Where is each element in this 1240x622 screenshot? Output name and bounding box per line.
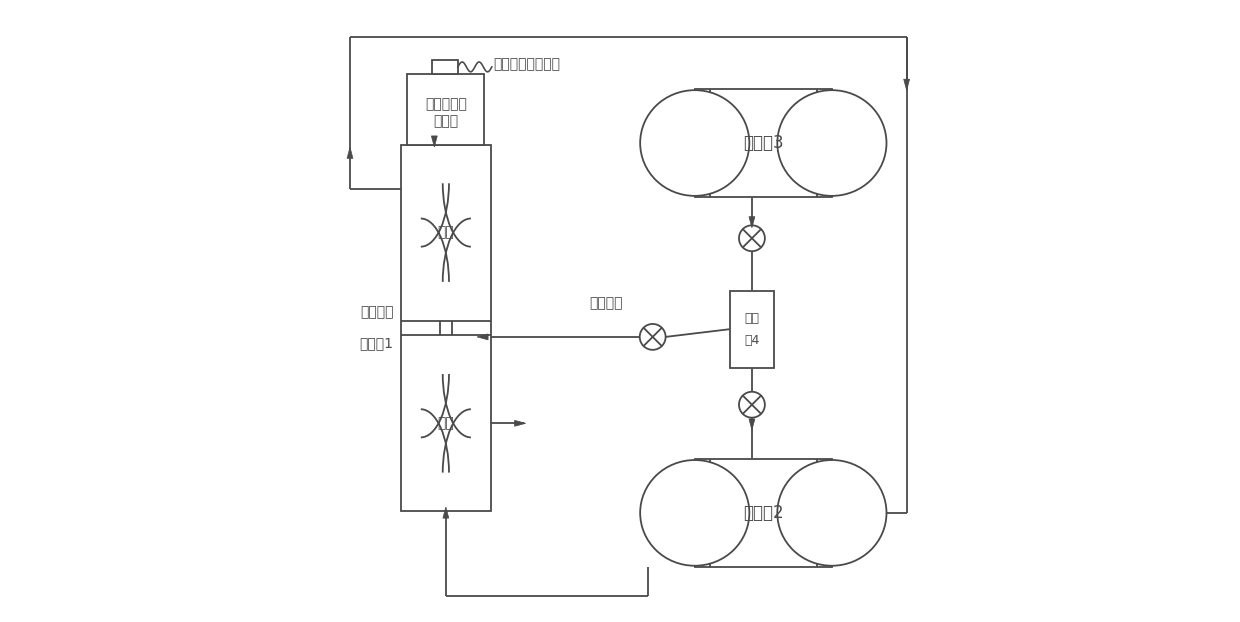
Ellipse shape	[640, 460, 749, 566]
Text: 补气阀５: 补气阀５	[590, 296, 624, 310]
Text: 双级离心: 双级离心	[361, 305, 394, 320]
Text: 压缩机1: 压缩机1	[360, 337, 394, 350]
Text: 二级: 二级	[438, 226, 454, 239]
Circle shape	[640, 324, 666, 350]
Ellipse shape	[640, 90, 749, 196]
Bar	[432, 60, 458, 73]
Polygon shape	[515, 420, 526, 426]
Text: 蒸发全2: 蒸发全2	[743, 504, 784, 522]
Polygon shape	[477, 334, 489, 340]
Text: 冷凝全3: 冷凝全3	[743, 134, 784, 152]
Bar	[729, 290, 774, 368]
Text: 兙4: 兙4	[744, 334, 760, 347]
Ellipse shape	[777, 90, 887, 196]
Polygon shape	[749, 216, 755, 228]
Bar	[694, 459, 832, 567]
Bar	[408, 73, 485, 144]
Circle shape	[739, 225, 765, 251]
Text: 经济: 经济	[744, 312, 759, 325]
Bar	[694, 89, 832, 197]
Polygon shape	[904, 79, 910, 90]
Text: 一级: 一级	[438, 416, 454, 430]
Bar	[402, 144, 491, 511]
Text: 度检测: 度检测	[433, 114, 459, 129]
Polygon shape	[432, 136, 438, 147]
Text: 二级吸气温: 二级吸气温	[425, 97, 466, 111]
Text: 二级吸气压力检测: 二级吸气压力检测	[494, 57, 560, 72]
Circle shape	[739, 392, 765, 417]
Ellipse shape	[777, 460, 887, 566]
Polygon shape	[443, 507, 449, 518]
Polygon shape	[749, 419, 755, 430]
Polygon shape	[347, 147, 353, 159]
